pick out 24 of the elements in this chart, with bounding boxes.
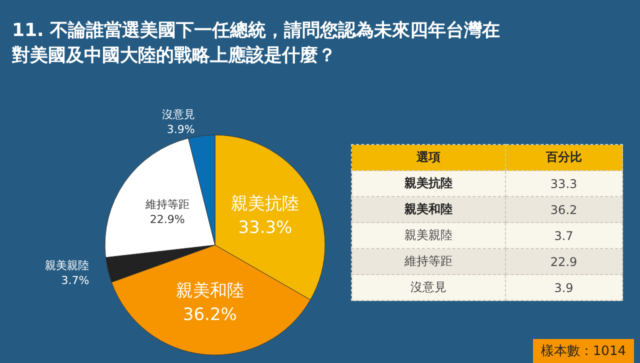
data-label: 33.3%	[238, 218, 292, 238]
chart-title: 11. 不論誰當選美國下一任總統，請問您認為未來四年台灣在對美國及中國大陸的戰略上應該是什麼？	[12, 19, 502, 68]
text: 選項	[352, 144, 506, 170]
data-label: 22.9	[505, 248, 622, 274]
category-label: 親美抗陸	[352, 170, 506, 196]
category-label: 親美親陸	[352, 222, 506, 248]
data-label: 3.7	[505, 222, 622, 248]
data-label: 3.7%	[61, 274, 90, 288]
slice-label: 親美抗陸	[231, 194, 300, 214]
text: 樣本數：1014	[532, 339, 634, 363]
data-label: 3.9%	[166, 122, 195, 136]
category-label: 維持等距	[352, 248, 506, 274]
data-label: 3.9	[505, 274, 622, 300]
category-label: 沒意見	[352, 274, 506, 300]
text: 百分比	[505, 144, 622, 170]
data-label: 22.9%	[150, 212, 185, 226]
slice-label: 親美親陸	[45, 259, 90, 272]
slice-label: 親美和陸	[176, 280, 244, 301]
category-label: 親美和陸	[352, 196, 506, 222]
data-label: 33.3	[505, 170, 622, 196]
slice-label: 沒意見	[162, 108, 195, 121]
slice-label: 維持等距	[144, 198, 190, 211]
data-label: 36.2%	[182, 304, 237, 325]
data-label: 36.2	[505, 196, 622, 222]
